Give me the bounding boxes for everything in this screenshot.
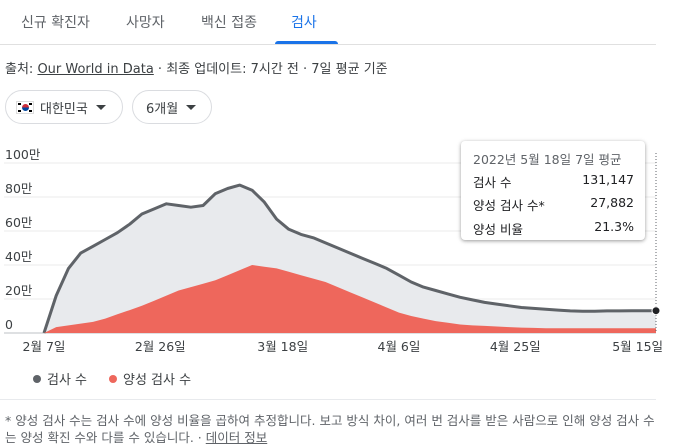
footnote: * 양성 검사 수는 검사 수에 양성 비율을 곱하여 추정합니다. 보고 방식… bbox=[5, 413, 655, 445]
source-prefix: 출처: bbox=[5, 62, 38, 77]
x-tick-label: 5월 15일 bbox=[612, 339, 663, 354]
tooltip-row-tests: 검사 수 131,147 bbox=[473, 172, 634, 190]
chevron-down-icon bbox=[186, 104, 197, 110]
tab-deaths[interactable]: 사망자 bbox=[126, 15, 165, 31]
tooltip-value: 27,882 bbox=[590, 195, 634, 210]
divider bbox=[0, 399, 656, 400]
period-label: 6개월 bbox=[146, 101, 179, 117]
tooltip-label: 양성 비율 bbox=[473, 222, 523, 237]
y-tick-label: 20만 bbox=[5, 283, 33, 298]
y-tick-label: 60만 bbox=[5, 215, 33, 230]
period-dropdown[interactable]: 6개월 bbox=[132, 90, 212, 124]
legend-item-tests[interactable]: 검사 수 bbox=[33, 369, 87, 388]
legend-dot-icon bbox=[109, 374, 117, 383]
region-label: 대한민국 bbox=[40, 101, 88, 117]
tab-vaccinations[interactable]: 백신 접종 bbox=[201, 15, 257, 31]
tooltip-value: 21.3% bbox=[594, 219, 634, 234]
tests-area-chart[interactable]: 0 20만 40만 60만 80만 100만 2월 7일 2월 26일 3월 18일 4월 6일 4… bbox=[0, 0, 697, 360]
x-tick-label: 2월 26일 bbox=[135, 339, 186, 354]
tooltip-label: 양성 검사 수* bbox=[473, 198, 545, 213]
tab-bar: 신규 확진자 사망자 백신 접종 검사 bbox=[0, 0, 656, 45]
footnote-text: * 양성 검사 수는 검사 수에 양성 비율을 곱하여 추정합니다. 보고 방식… bbox=[5, 413, 655, 445]
positive-tests-area bbox=[44, 265, 656, 333]
legend-item-positive[interactable]: 양성 검사 수 bbox=[109, 369, 191, 388]
source-line: 출처: Our World in Data · 최종 업데이트: 7시간 전 ·… bbox=[5, 58, 388, 77]
legend-dot-icon bbox=[33, 374, 41, 383]
tooltip-label: 검사 수 bbox=[473, 175, 512, 190]
x-tick-label: 3월 18일 bbox=[257, 339, 308, 354]
data-info-link[interactable]: 데이터 정보 bbox=[205, 430, 268, 445]
x-tick-label: 4월 25일 bbox=[490, 339, 541, 354]
tooltip-title: 2022년 5월 18일 7일 평균 bbox=[473, 152, 622, 167]
y-tick-label: 40만 bbox=[5, 249, 33, 264]
source-link[interactable]: Our World in Data bbox=[37, 62, 154, 77]
tooltip-row-rate: 양성 비율 21.3% bbox=[473, 219, 634, 237]
y-tick-label: 0 bbox=[5, 317, 13, 332]
x-tick-label: 4월 6일 bbox=[378, 339, 421, 354]
x-tick-label: 2월 7일 bbox=[23, 339, 66, 354]
source-suffix: · 최종 업데이트: 7시간 전 · 7일 평균 기준 bbox=[153, 62, 388, 77]
tab-tests[interactable]: 검사 bbox=[291, 15, 317, 31]
tooltip-row-positive: 양성 검사 수* 27,882 bbox=[473, 195, 634, 213]
korea-flag-icon bbox=[16, 100, 34, 114]
highlight-point bbox=[651, 306, 661, 316]
legend-label: 검사 수 bbox=[47, 373, 88, 388]
chevron-down-icon bbox=[95, 104, 106, 110]
region-dropdown[interactable]: 대한민국 bbox=[5, 90, 123, 124]
y-tick-label: 100만 bbox=[5, 147, 41, 162]
tooltip-value: 131,147 bbox=[582, 172, 634, 187]
y-tick-label: 80만 bbox=[5, 181, 33, 196]
active-tab-indicator bbox=[275, 41, 338, 44]
tests-line bbox=[42, 183, 656, 334]
chart-tooltip: 2022년 5월 18일 7일 평균 검사 수 131,147 양성 검사 수*… bbox=[461, 141, 645, 240]
tab-new-cases[interactable]: 신규 확진자 bbox=[21, 15, 90, 31]
legend-label: 양성 검사 수 bbox=[123, 373, 192, 388]
